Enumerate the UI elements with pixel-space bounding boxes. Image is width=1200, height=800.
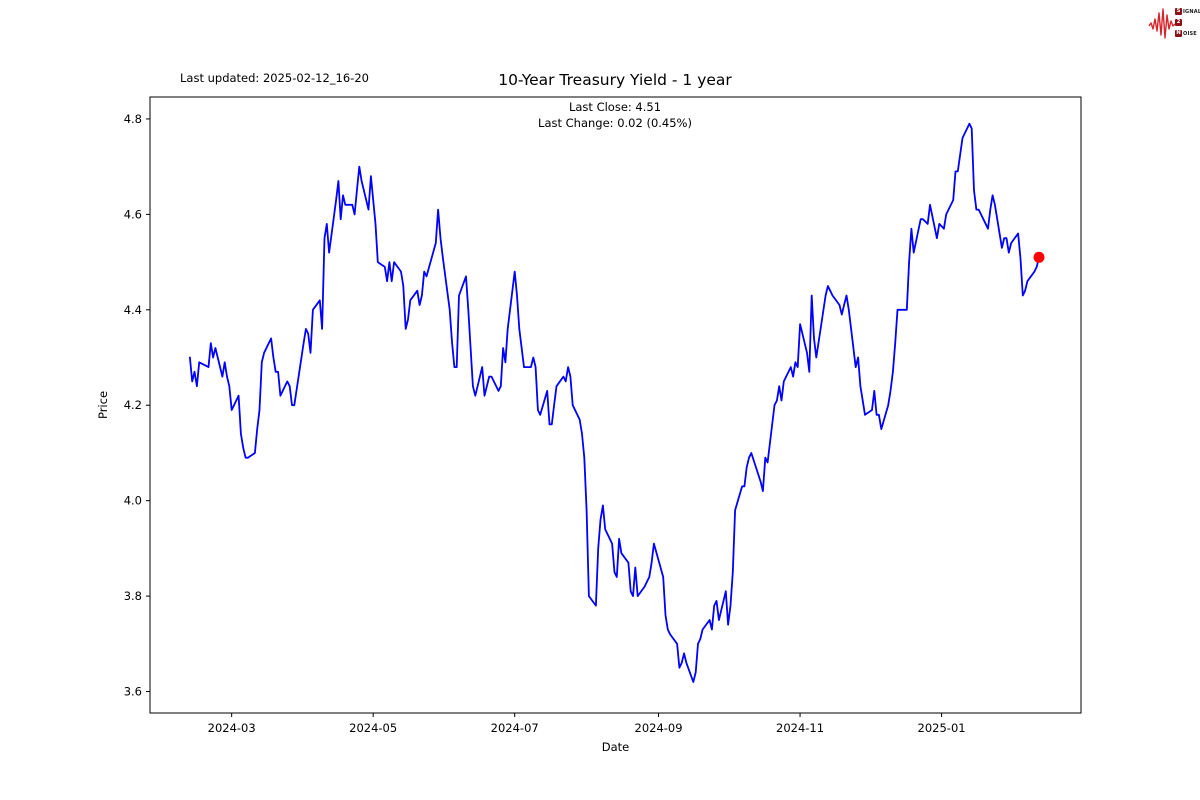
y-axis-label: Price xyxy=(96,391,110,419)
signal2noise-logo: S IGNAL 2 N OISE xyxy=(1148,3,1200,47)
y-tick-label: 4.2 xyxy=(124,398,142,412)
x-axis-label: Date xyxy=(602,740,630,754)
last-change-text: Last Change: 0.02 (0.45%) xyxy=(538,116,692,130)
y-tick-label: 3.6 xyxy=(124,685,142,699)
last-updated-text: Last updated: 2025-02-12_16-20 xyxy=(180,71,369,85)
y-tick-label: 4.4 xyxy=(124,303,142,317)
logo-text-signal: S IGNAL xyxy=(1175,8,1200,15)
chart-title: 10-Year Treasury Yield - 1 year xyxy=(498,71,732,89)
y-tick-label: 4.0 xyxy=(124,494,142,508)
logo-digit-2: 2 xyxy=(1175,19,1182,26)
x-tick-label: 2025-01 xyxy=(918,721,966,735)
waveform-icon xyxy=(1148,8,1176,39)
y-tick-label: 3.8 xyxy=(124,589,142,603)
logo-text-2: 2 xyxy=(1175,19,1182,26)
x-tick-label: 2024-11 xyxy=(776,721,824,735)
logo-letter-n: N xyxy=(1175,30,1182,37)
y-tick-label: 4.8 xyxy=(124,112,142,126)
logo-text-oise: OISE xyxy=(1183,30,1197,37)
x-tick-label: 2024-05 xyxy=(349,721,397,735)
logo-text-noise: N OISE xyxy=(1175,30,1197,37)
y-tick-label: 4.6 xyxy=(124,207,142,221)
last-price-marker xyxy=(1033,251,1045,263)
x-tick-label: 2024-09 xyxy=(635,721,683,735)
last-close-text: Last Close: 4.51 xyxy=(568,100,662,114)
x-tick-label: 2024-07 xyxy=(491,721,539,735)
x-tick-label: 2024-03 xyxy=(208,721,256,735)
logo-text-ignal: IGNAL xyxy=(1183,8,1200,15)
logo-letter-s: S xyxy=(1175,8,1182,15)
price-line xyxy=(188,122,1040,683)
plot-border xyxy=(149,96,1082,714)
